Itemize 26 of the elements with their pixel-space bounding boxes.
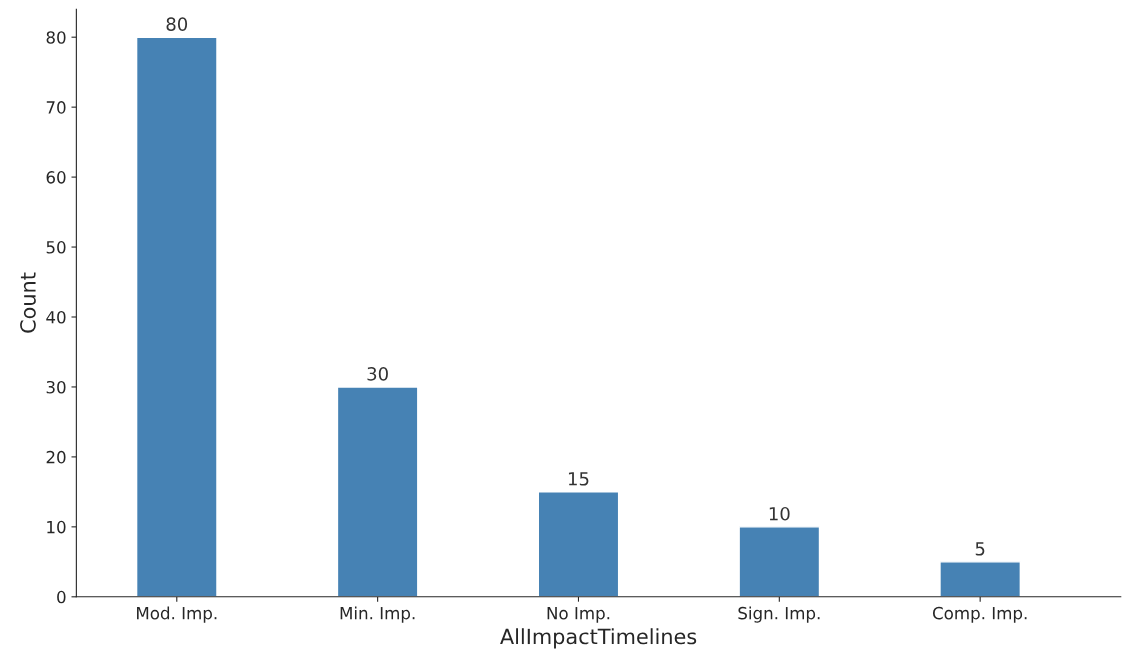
data-label: 5 bbox=[975, 542, 985, 556]
y-tick-label: 20 bbox=[46, 450, 66, 464]
data-label: 30 bbox=[367, 367, 388, 381]
x-axis-title: AllImpactTimelines bbox=[500, 628, 697, 649]
bar bbox=[537, 491, 620, 597]
x-tick-label: Mod. Imp. bbox=[137, 606, 217, 623]
bar bbox=[135, 36, 218, 597]
bar bbox=[738, 526, 821, 597]
data-label: 10 bbox=[769, 506, 790, 521]
y-tick-label: 10 bbox=[47, 520, 66, 534]
y-tick-label: 70 bbox=[46, 101, 66, 114]
data-label: 15 bbox=[568, 472, 589, 486]
y-tick-label: 0 bbox=[57, 590, 66, 604]
y-tick-label: 80 bbox=[46, 31, 66, 44]
y-axis-title: Count bbox=[20, 272, 36, 333]
y-tick-label: 30 bbox=[46, 380, 66, 394]
y-tick-label: 40 bbox=[46, 310, 66, 324]
y-tick-label: 60 bbox=[46, 171, 66, 184]
bar bbox=[336, 386, 419, 597]
x-tick-label: Comp. Imp. bbox=[932, 606, 1027, 623]
x-tick-label: Sign. Imp. bbox=[738, 606, 820, 623]
x-tick-label: Min. Imp. bbox=[340, 606, 415, 623]
x-tick-label: No Imp. bbox=[547, 607, 610, 623]
bar bbox=[939, 561, 1022, 597]
data-label: 80 bbox=[166, 17, 188, 31]
y-tick-label: 50 bbox=[46, 241, 66, 254]
